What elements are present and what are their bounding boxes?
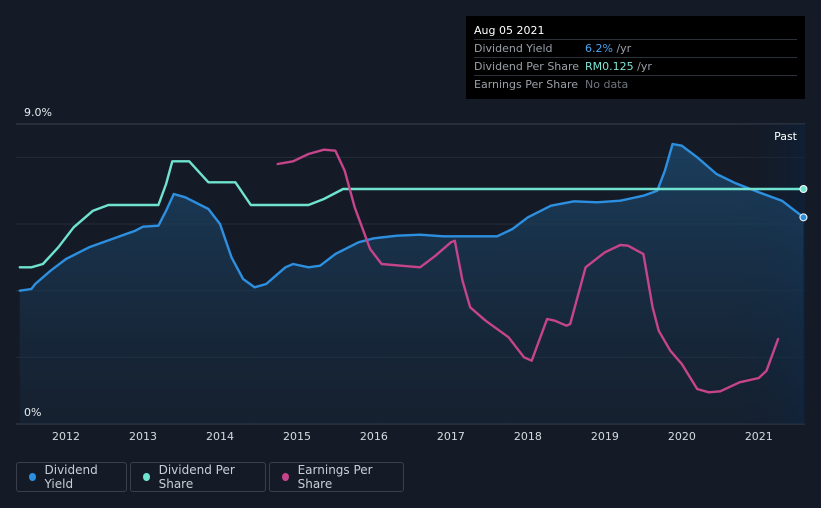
series-endpoint-dividend-per-share — [799, 185, 808, 193]
x-tick-label: 2015 — [283, 430, 311, 443]
series-line-dividend-per-share — [18, 160, 805, 269]
past-label: Past — [774, 130, 798, 143]
tooltip-row-dividend-per-share: Dividend Per Share RM0.125 /yr — [474, 58, 797, 76]
x-tick-label: 2012 — [52, 430, 80, 443]
legend-label: Dividend Per Share — [158, 463, 235, 491]
tooltip-value: RM0.125 — [585, 60, 634, 73]
x-tick-label: 2016 — [360, 430, 388, 443]
series-lines — [18, 142, 805, 394]
series-line-dividend-yield — [18, 142, 805, 292]
legend-dot — [282, 473, 289, 481]
x-tick-label: 2019 — [591, 430, 619, 443]
legend-label: Dividend Yield — [44, 463, 98, 491]
legend-dot — [29, 473, 36, 481]
legend-label: Earnings Per Share — [297, 463, 373, 491]
tooltip-label: Dividend Yield — [474, 42, 553, 55]
series-endpoint-dividend-yield — [799, 213, 808, 222]
tooltip-suffix: /yr — [633, 60, 652, 73]
x-tick-label: 2017 — [437, 430, 465, 443]
series-endpoints — [799, 185, 808, 222]
y-axis-min-label: 0% — [24, 406, 42, 419]
legend-item-dividend-per-share[interactable]: Dividend Per Share — [130, 462, 266, 492]
tooltip-label: Dividend Per Share — [474, 60, 580, 73]
tooltip-label: Earnings Per Share — [474, 78, 579, 91]
tooltip: Aug 05 2021 Dividend Yield 6.2% /yr Divi… — [466, 16, 805, 99]
legend-dot — [143, 473, 150, 481]
tooltip-row-dividend-yield: Dividend Yield 6.2% /yr — [474, 40, 797, 58]
x-tick-label: 2020 — [668, 430, 696, 443]
x-tick-label: 2014 — [206, 430, 234, 443]
series-line-earnings-per-share — [276, 148, 780, 394]
legend-item-earnings-per-share[interactable]: Earnings Per Share — [269, 462, 404, 492]
tooltip-row-earnings-per-share: Earnings Per Share No data — [474, 76, 797, 93]
tooltip-value: No data — [585, 78, 629, 91]
tooltip-date: Aug 05 2021 — [474, 22, 797, 40]
x-tick-label: 2013 — [129, 430, 157, 443]
dividend-yield-area — [19, 144, 804, 424]
x-axis-ticks: 2012 2013 2014 2015 2016 2017 2018 2019 2020 2021 — [52, 430, 773, 443]
legend-item-dividend-yield[interactable]: Dividend Yield — [16, 462, 127, 492]
tooltip-suffix: /yr — [612, 42, 632, 55]
tooltip-value: 6.2% — [585, 42, 613, 55]
x-tick-label: 2018 — [514, 430, 542, 443]
x-tick-label: 2021 — [745, 430, 773, 443]
y-axis-max-label: 9.0% — [24, 106, 52, 119]
